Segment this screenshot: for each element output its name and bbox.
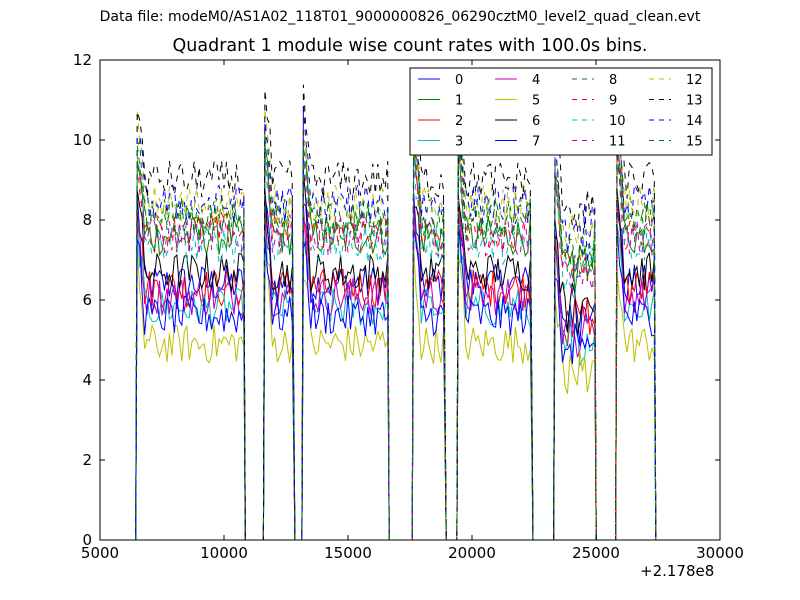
x-tick-label: 30000 xyxy=(696,544,744,562)
legend-label-12: 12 xyxy=(686,73,703,88)
x-tick-label: 25000 xyxy=(572,544,620,562)
series-line-14 xyxy=(135,105,657,541)
y-tick-label: 10 xyxy=(73,131,92,149)
legend-label-0: 0 xyxy=(455,73,463,88)
y-tick-label: 0 xyxy=(82,531,92,549)
series-line-6 xyxy=(135,171,657,541)
legend-label-10: 10 xyxy=(609,114,626,129)
y-tick-label: 6 xyxy=(82,291,92,309)
y-tick-label: 8 xyxy=(82,211,92,229)
x-axis-offset-label: +2.178e8 xyxy=(640,562,715,580)
y-tick-label: 12 xyxy=(73,51,92,69)
series-line-0 xyxy=(135,192,657,541)
x-tick-label: 5000 xyxy=(81,544,119,562)
series-layer xyxy=(135,84,657,541)
x-tick-label: 10000 xyxy=(200,544,248,562)
legend-label-15: 15 xyxy=(686,135,703,150)
legend-label-5: 5 xyxy=(532,94,540,109)
series-line-11 xyxy=(135,150,657,541)
x-tick-label: 15000 xyxy=(324,544,372,562)
series-line-8 xyxy=(135,125,657,541)
figure-suptitle: Data file: modeM0/AS1A02_118T01_90000008… xyxy=(99,9,701,25)
legend-label-1: 1 xyxy=(455,94,463,109)
legend-label-4: 4 xyxy=(532,73,540,88)
legend-label-13: 13 xyxy=(686,94,703,109)
series-line-7 xyxy=(135,224,657,541)
series-line-4 xyxy=(135,194,657,541)
y-tick-label: 2 xyxy=(82,451,92,469)
series-line-3 xyxy=(135,205,657,541)
x-tick-label: 20000 xyxy=(448,544,496,562)
legend-label-3: 3 xyxy=(455,135,463,150)
legend-label-9: 9 xyxy=(609,94,617,109)
chart-title: Quadrant 1 module wise count rates with … xyxy=(172,36,648,56)
series-line-15 xyxy=(135,133,657,541)
legend-label-7: 7 xyxy=(532,135,540,150)
series-line-5 xyxy=(135,244,657,541)
series-line-2 xyxy=(135,194,657,541)
y-tick-label: 4 xyxy=(82,371,92,389)
legend-label-11: 11 xyxy=(609,135,626,150)
legend-label-14: 14 xyxy=(686,114,703,129)
legend-label-6: 6 xyxy=(532,114,540,129)
legend-label-8: 8 xyxy=(609,73,617,88)
legend-label-2: 2 xyxy=(455,114,463,129)
